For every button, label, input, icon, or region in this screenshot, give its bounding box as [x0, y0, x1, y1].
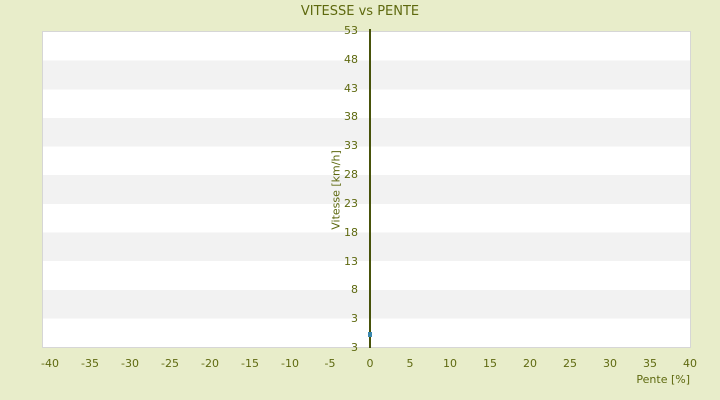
- y-tick-label: 33: [344, 139, 358, 153]
- chart-title: VITESSE vs PENTE: [300, 4, 420, 19]
- data-point: [368, 332, 372, 338]
- x-tick-label: -5: [324, 357, 336, 370]
- x-tick-label: -40: [41, 357, 59, 370]
- x-tick-label: -10: [281, 357, 299, 370]
- y-tick-label: 13: [344, 254, 358, 268]
- x-tick-label: -35: [81, 357, 99, 370]
- x-tick-label: -15: [241, 357, 259, 370]
- plot-area: [42, 31, 691, 348]
- x-tick-label: 10: [443, 357, 457, 370]
- x-tick-label: 5: [406, 357, 414, 370]
- y-axis-title: Vitesse [km/h]: [329, 150, 343, 230]
- x-tick-label: 0: [366, 357, 374, 370]
- x-tick-label: 15: [483, 357, 497, 370]
- y-tick-label: 18: [344, 225, 358, 239]
- x-tick-label: 25: [563, 357, 577, 370]
- y-tick-label: 23: [344, 196, 358, 210]
- y-tick-label: 8: [351, 283, 358, 297]
- x-axis-title: Pente [%]: [636, 373, 690, 386]
- x-tick-label: -20: [201, 357, 219, 370]
- y-tick-label: 28: [344, 168, 358, 182]
- x-tick-label: 35: [643, 357, 657, 370]
- x-tick-label: 40: [683, 357, 697, 370]
- y-tick-label: 53: [344, 24, 358, 37]
- x-tick-label: -30: [121, 357, 139, 370]
- x-tick-label: 20: [523, 357, 537, 370]
- y-tick-label: 3: [351, 341, 358, 354]
- x-tick-label: 30: [603, 357, 617, 370]
- y-axis-line: [369, 29, 371, 348]
- x-tick-label: -25: [161, 357, 179, 370]
- y-tick-label: 48: [344, 52, 358, 66]
- y-tick-label: 43: [344, 81, 358, 95]
- y-tick-label: 38: [344, 110, 358, 124]
- y-tick-label: 3: [351, 312, 358, 326]
